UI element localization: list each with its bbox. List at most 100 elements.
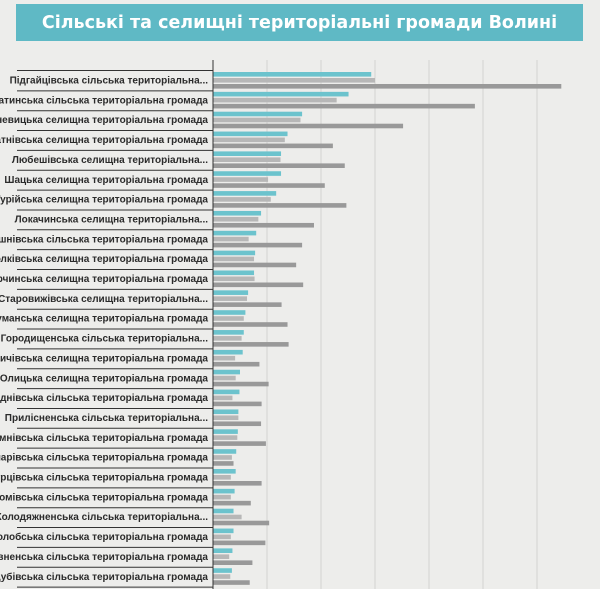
bar-series-3: [213, 580, 250, 585]
category-label: Локачинська селищна територіальна...: [15, 214, 209, 225]
category-label: Ратнівська селищна територіальна громада: [0, 135, 208, 146]
bar-series-1: [213, 270, 255, 276]
bar-series-1: [213, 91, 349, 97]
bar-series-1: [213, 151, 282, 156]
bar-series-1: [213, 528, 234, 534]
bar-series-2: [213, 296, 248, 301]
bar-series-1: [213, 508, 234, 514]
bar-series-1: [213, 349, 243, 355]
bars: [213, 72, 562, 585]
bar-series-1: [213, 488, 235, 494]
gridlines: [266, 60, 538, 589]
bar-series-2: [213, 276, 255, 282]
bar-series-2: [213, 117, 301, 123]
bar-series-3: [213, 401, 262, 407]
category-label: Колківська селищна територіальна громада: [0, 254, 208, 265]
bar-series-1: [213, 111, 303, 117]
bar-series-2: [213, 197, 271, 202]
bar-series-1: [213, 310, 246, 315]
bar-series-1: [213, 131, 288, 137]
bar-series-2: [213, 177, 269, 182]
bar-series-3: [213, 222, 314, 228]
category-label: Маневицька селищна територіальна громада: [0, 115, 208, 126]
category-label: Старовижівська селищна територіальна...: [0, 294, 208, 305]
category-label: Оваднівська сільська територіальна грома…: [0, 393, 208, 404]
bar-series-3: [213, 203, 347, 208]
category-label: Любешівська селищна територіальна...: [12, 154, 208, 166]
bar-series-3: [213, 540, 266, 546]
bar-series-3: [213, 123, 404, 129]
bar-series-3: [213, 342, 289, 347]
bar-series-2: [213, 97, 337, 103]
bar-series-3: [213, 84, 562, 89]
bar-series-3: [213, 103, 475, 109]
bar-series-3: [213, 361, 260, 367]
category-label: Рівненська сільська територіальна громад…: [0, 552, 208, 563]
bar-series-3: [213, 302, 282, 307]
category-label: Самарівська сільська територіальна грома…: [0, 453, 208, 464]
bar-series-1: [213, 290, 249, 295]
category-label: Турійська селищна територіальна громада: [0, 195, 208, 206]
category-label: Торчинська селищна територіальна громада: [0, 274, 208, 285]
category-label: Шацька селищна територіальна громада: [4, 175, 208, 186]
bar-series-2: [213, 355, 236, 361]
bar-series-2: [213, 475, 231, 480]
bar-series-3: [213, 520, 270, 526]
bar-series-2: [213, 494, 231, 500]
bar-series-3: [213, 560, 253, 565]
category-label: Городищенська сільська територіальна...: [1, 334, 209, 345]
bar-series-2: [213, 435, 238, 440]
bar-series-3: [213, 282, 304, 288]
bar-series-1: [213, 568, 232, 573]
bar-series-2: [213, 415, 239, 421]
bar-series-3: [213, 242, 303, 248]
bar-series-1: [213, 369, 240, 375]
title-banner: Сільські та селищні територіальні громад…: [16, 4, 583, 41]
bar-series-1: [213, 389, 240, 395]
bar-series-2: [213, 256, 255, 262]
bar-series-2: [213, 157, 281, 162]
bar-series-2: [213, 236, 249, 242]
bar-series-2: [213, 316, 244, 321]
category-label: Олицька селищна територіальна громада: [0, 373, 208, 384]
bar-series-3: [213, 421, 262, 427]
bar-series-2: [213, 554, 230, 559]
category-label: Затурцівська сільська територіальна гром…: [0, 473, 208, 484]
bar-series-1: [213, 548, 233, 553]
bar-series-2: [213, 336, 242, 341]
category-label: Вишнівська сільська територіальна громад…: [0, 234, 208, 245]
bar-series-3: [213, 322, 288, 327]
bar-series-3: [213, 500, 251, 506]
bar-series-1: [213, 230, 257, 236]
category-label: Голобська сільська територіальна громада: [0, 531, 208, 543]
category-label: Прилісненська сільська територіальна...: [5, 413, 208, 424]
category-label: Цуманська селищна територіальна громада: [0, 314, 208, 325]
bar-series-1: [213, 330, 244, 335]
bar-series-3: [213, 143, 333, 149]
bar-series-3: [213, 441, 266, 446]
bar-series-2: [213, 455, 232, 460]
bar-series-3: [213, 183, 325, 188]
bar-series-1: [213, 72, 372, 77]
bar-series-1: [213, 429, 238, 434]
bar-series-1: [213, 191, 277, 196]
bar-series-3: [213, 481, 262, 486]
bar-series-1: [213, 409, 239, 415]
bar-series-3: [213, 381, 269, 387]
bar-series-1: [213, 469, 236, 474]
bar-series-2: [213, 375, 236, 381]
category-label: Зимнівська сільська територіальна громад…: [0, 433, 208, 444]
bar-series-2: [213, 78, 375, 83]
category-label: Іваничівська селищна територіальна грома…: [0, 353, 208, 364]
bar-series-1: [213, 210, 262, 216]
bar-series-2: [213, 514, 242, 520]
bar-series-1: [213, 449, 237, 454]
bar-series-2: [213, 137, 285, 143]
category-label: Колодяжненська сільська територіальна...: [0, 512, 208, 523]
category-label: Дубівська сільська територіальна громада: [0, 571, 208, 583]
category-labels: Підгайцівська сільська територіальна... Б…: [0, 76, 208, 583]
bar-series-1: [213, 171, 282, 176]
bar-series-2: [213, 216, 259, 222]
category-label: Поромівська сільська територіальна грома…: [0, 492, 208, 503]
